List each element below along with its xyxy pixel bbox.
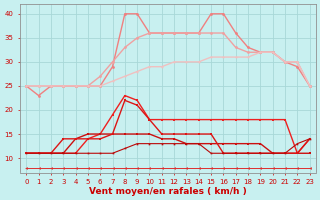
X-axis label: Vent moyen/en rafales ( km/h ): Vent moyen/en rafales ( km/h ): [89, 187, 247, 196]
